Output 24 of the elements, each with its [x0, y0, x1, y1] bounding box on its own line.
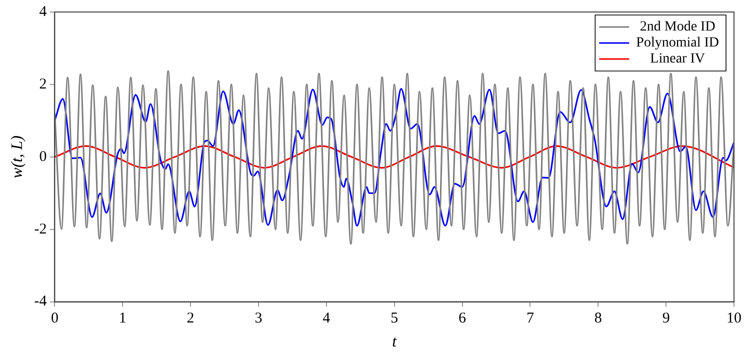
x-tick-label: 2 — [186, 310, 194, 327]
x-tick-label: 9 — [662, 310, 670, 327]
x-tick-label: 5 — [390, 310, 398, 327]
legend-label: Polynomial ID — [636, 36, 720, 51]
x-tick-label: 3 — [254, 310, 262, 327]
line-series — [54, 145, 734, 169]
x-tick-label: 0 — [50, 310, 58, 327]
x-tick-label: 8 — [594, 310, 602, 327]
y-tick-label: 4 — [39, 4, 48, 20]
y-tick-label: -4 — [34, 294, 48, 310]
line-series — [54, 88, 734, 227]
x-tick-label: 1 — [118, 310, 126, 327]
line-series — [54, 70, 734, 245]
x-tick-label: 6 — [458, 310, 467, 327]
x-tick-label: 7 — [526, 310, 534, 327]
legend-label: 2nd Mode ID — [640, 20, 716, 35]
x-tick-label: 10 — [726, 310, 742, 327]
legend-label: Linear IV — [650, 52, 705, 67]
y-tick-label: -2 — [34, 221, 47, 238]
y-axis-title: w(t, L) — [8, 136, 26, 178]
y-tick-label: 2 — [39, 76, 47, 92]
x-tick-label: 4 — [322, 310, 331, 327]
x-axis-title: t — [392, 334, 398, 351]
y-tick-label: 0 — [39, 148, 47, 165]
